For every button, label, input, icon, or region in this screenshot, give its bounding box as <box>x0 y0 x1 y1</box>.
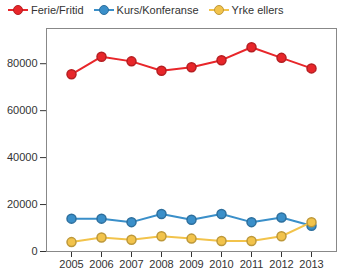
svg-text:2013: 2013 <box>299 258 323 270</box>
svg-text:2012: 2012 <box>269 258 293 270</box>
svg-text:2008: 2008 <box>149 258 173 270</box>
html-text:Ferie/Fritid: Ferie/Fritid <box>31 4 84 16</box>
html-text:Yrke ellers: Yrke ellers <box>231 4 284 16</box>
svg-text:20000: 20000 <box>7 198 38 210</box>
html-text:Kurs/Konferanse: Kurs/Konferanse <box>116 4 199 16</box>
svg-text:2011: 2011 <box>240 258 264 270</box>
svg-text:2007: 2007 <box>119 258 143 270</box>
svg-text:60000: 60000 <box>7 104 38 116</box>
svg-text:2005: 2005 <box>59 258 83 270</box>
svg-text:2010: 2010 <box>209 258 233 270</box>
svg-text:0: 0 <box>31 245 37 257</box>
svg-text:80000: 80000 <box>7 57 38 69</box>
svg-text:2009: 2009 <box>179 258 203 270</box>
svg-text:40000: 40000 <box>7 151 38 163</box>
svg-text:2006: 2006 <box>89 258 113 270</box>
